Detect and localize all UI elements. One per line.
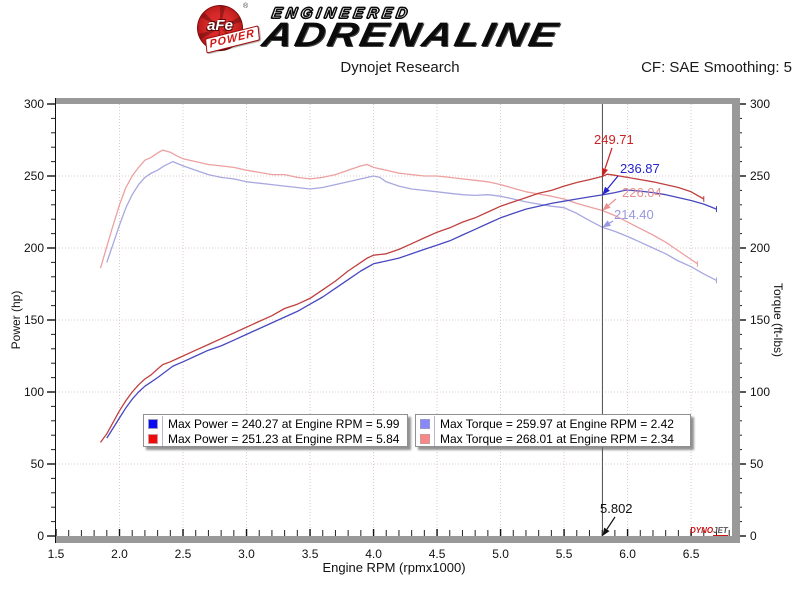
annotation-value-label: 249.71 — [594, 132, 634, 147]
y-tick-label-left: 0 — [37, 529, 44, 543]
dynojet-watermark: DYNOJET — [690, 526, 728, 536]
power-modified-swatch — [148, 433, 158, 444]
legend-label: Max Torque = 259.97 at Engine RPM = 2.42 — [440, 416, 674, 431]
legend-box-torque: Max Torque = 259.97 at Engine RPM = 2.42… — [415, 414, 691, 447]
annotation-arrowhead — [601, 167, 609, 177]
legend-label: Max Torque = 268.01 at Engine RPM = 2.34 — [440, 431, 674, 446]
adrenaline-wordmark: ADRENALINE — [258, 16, 564, 54]
y-tick-label-right: 300 — [750, 97, 770, 111]
x-tick-label: 6.0 — [619, 547, 636, 561]
y-tick-label-left: 250 — [24, 169, 44, 183]
x-tick-label: 4.5 — [429, 547, 446, 561]
plot-frame-top — [55, 98, 740, 104]
y-tick-label-left: 50 — [31, 457, 45, 471]
y-tick-label-left: 100 — [24, 385, 44, 399]
annotation-arrow — [608, 198, 617, 206]
x-tick-label: 2.0 — [111, 547, 128, 561]
header: aFe ® POWER ENGINEERED ADRENALINE Dynoje… — [0, 0, 800, 90]
annotation-value-label: 236.87 — [620, 161, 660, 176]
x-tick-label: 6.5 — [683, 547, 700, 561]
x-tick-label: 2.5 — [175, 547, 192, 561]
annotation-arrow — [604, 147, 613, 170]
x-axis-title: Engine RPM (rpmx1000) — [322, 560, 466, 575]
y-tick-label-right: 50 — [750, 457, 764, 471]
y-tick-label-right: 200 — [750, 241, 770, 255]
torque-modified-curve — [99, 149, 698, 269]
annotation-arrow — [609, 220, 614, 224]
plot-frame-right — [732, 98, 740, 543]
legend-row: Max Power = 240.27 at Engine RPM = 5.99 — [144, 416, 407, 431]
afe-logo-text: aFe — [207, 17, 233, 34]
dynojet-watermark-dyno: DYNO — [690, 526, 714, 535]
dynojet-watermark-jet: JET — [713, 526, 728, 536]
legend-label: Max Power = 240.27 at Engine RPM = 5.99 — [168, 416, 400, 431]
power-baseline-swatch — [148, 418, 158, 429]
x-tick-label: 3.0 — [238, 547, 255, 561]
power-baseline-curve — [106, 189, 717, 439]
y-tick-label-right: 250 — [750, 169, 770, 183]
x-tick-label: 5.5 — [556, 547, 573, 561]
legend-row: Max Torque = 259.97 at Engine RPM = 2.42 — [416, 416, 690, 431]
y-tick-label-left: 300 — [24, 97, 44, 111]
y-tick-label-right: 0 — [750, 529, 757, 543]
legend-row: Max Power = 251.23 at Engine RPM = 5.84 — [144, 431, 407, 446]
y-tick-label-right: 150 — [750, 313, 770, 327]
y-tick-label-left: 150 — [24, 313, 44, 327]
x-tick-label: 3.5 — [302, 547, 319, 561]
power-modified-curve — [99, 173, 705, 443]
plot-frame-bottom — [55, 536, 740, 543]
correction-smoothing-note: CF: SAE Smoothing: 5 — [641, 59, 792, 76]
legend-row: Max Torque = 268.01 at Engine RPM = 2.34 — [416, 431, 690, 446]
annotation-arrowhead — [602, 202, 611, 211]
chart-title: Dynojet Research — [340, 59, 460, 76]
annotation-arrowhead — [602, 220, 611, 228]
annotation-arrow — [606, 516, 616, 530]
annotation-arrowhead — [602, 527, 610, 536]
left-axis-title: Power (hp) — [9, 290, 23, 350]
x-tick-label: 5.0 — [492, 547, 509, 561]
annotation-value-label: 214.40 — [614, 207, 654, 222]
annotation-arrow — [607, 175, 619, 190]
y-tick-label-right: 100 — [750, 385, 770, 399]
torque-modified-swatch — [420, 433, 430, 444]
registered-trademark-icon: ® — [243, 3, 249, 10]
annotation-value-label: 226.04 — [622, 185, 662, 200]
legend-label: Max Power = 251.23 at Engine RPM = 5.84 — [168, 431, 400, 446]
x-tick-label: 1.5 — [48, 547, 65, 561]
annotation-arrowhead — [602, 186, 610, 195]
x-tick-label: 4.0 — [365, 547, 382, 561]
y-tick-label-left: 200 — [24, 241, 44, 255]
annotation-value-label: 5.802 — [600, 501, 633, 516]
torque-baseline-swatch — [420, 418, 430, 429]
right-axis-title: Torque (ft-lbs) — [771, 282, 785, 358]
legend-box-power: Max Power = 240.27 at Engine RPM = 5.99 … — [143, 414, 408, 447]
